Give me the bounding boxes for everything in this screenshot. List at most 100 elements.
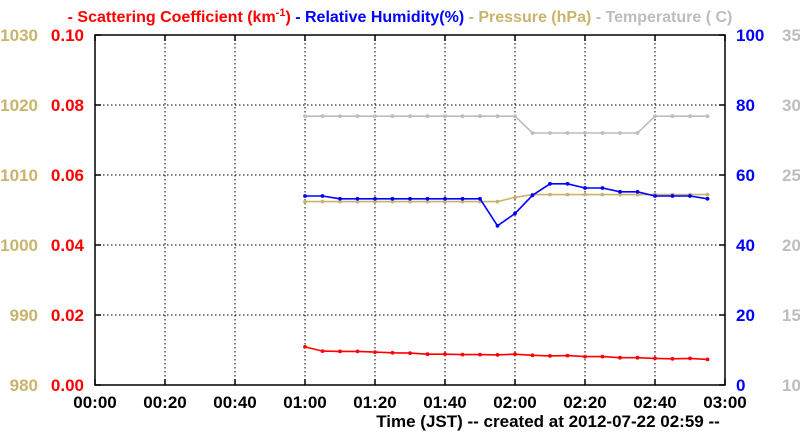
pressure-point: [443, 199, 447, 204]
pressure-point: [565, 192, 570, 197]
x-tick-label: 02:00: [493, 393, 536, 412]
pressure-point: [303, 199, 307, 204]
scattering-point: [688, 356, 692, 361]
scattering-axis-tick-label: 0.08: [51, 96, 84, 115]
series-scattering: [303, 345, 710, 362]
scattering-point: [303, 345, 307, 349]
humidity-axis-tick-label: 40: [736, 236, 755, 255]
scattering-point: [705, 357, 710, 362]
humidity-point: [303, 194, 307, 198]
scattering-point: [338, 349, 342, 354]
pressure-point: [548, 192, 552, 197]
pressure-point: [373, 199, 377, 204]
humidity-axis-tick-label: 100: [736, 26, 764, 45]
temperature-point: [373, 114, 377, 119]
humidity-point: [565, 181, 570, 186]
scattering-point: [670, 356, 675, 361]
scattering-point: [653, 356, 657, 361]
plot-frame: [94, 34, 726, 386]
humidity-point: [530, 193, 535, 198]
humidity-point: [320, 194, 325, 198]
temperature-axis-tick-label: 10: [782, 376, 800, 395]
x-tick-label: 00:00: [73, 393, 116, 412]
pressure-point: [408, 199, 412, 204]
scattering-point: [443, 352, 447, 357]
temperature-point: [303, 114, 307, 119]
pressure-point: [705, 192, 710, 197]
humidity-axis-tick-label: 80: [736, 96, 755, 115]
humidity-point: [688, 194, 692, 198]
humidity-point: [635, 189, 640, 194]
pressure-axis-tick-label: 1010: [0, 166, 38, 185]
temperature-point: [618, 131, 622, 135]
temperature-point: [565, 131, 570, 135]
x-tick-label: 00:20: [143, 393, 186, 412]
x-tick-label: 01:00: [283, 393, 326, 412]
humidity-point: [618, 189, 622, 194]
x-tick-label: 02:40: [633, 393, 676, 412]
pressure-point: [390, 199, 395, 204]
temperature-point: [460, 114, 465, 119]
humidity-line: [305, 183, 708, 227]
temperature-axis-tick-label: 25: [782, 166, 800, 185]
temperature-point: [635, 131, 640, 135]
temperature-point: [408, 114, 412, 119]
temperature-point: [705, 114, 710, 119]
series-layer: [303, 114, 710, 362]
humidity-point: [390, 196, 395, 201]
scattering-point: [320, 349, 325, 353]
scattering-axis-tick-label: 0.00: [51, 376, 84, 395]
scattering-point: [355, 349, 360, 354]
legend-superscript: -1: [276, 7, 286, 19]
legend-item-pressure: - Pressure (hPa): [464, 9, 591, 26]
scattering-point: [478, 352, 482, 357]
temperature-axis-tick-label: 15: [782, 306, 800, 325]
series-humidity: [303, 181, 710, 228]
axis-ticks: 00:00 00:20 00:40 01:00 01:20 01:40 02:00 02:20…: [0, 26, 800, 412]
humidity-axis-tick-label: 20: [736, 306, 755, 325]
temperature-point: [530, 131, 535, 135]
scattering-point: [460, 352, 465, 357]
humidity-point: [443, 196, 447, 201]
pressure-point: [513, 195, 517, 200]
pressure-axis-tick-label: 1000: [0, 236, 38, 255]
humidity-point: [460, 196, 465, 201]
scattering-point: [530, 353, 535, 358]
humidity-point: [583, 186, 587, 190]
scattering-point: [425, 352, 430, 357]
humidity-point: [513, 211, 517, 216]
scattering-point: [618, 355, 622, 360]
pressure-point: [618, 192, 622, 197]
pressure-point: [635, 192, 640, 197]
temperature-point: [653, 114, 657, 119]
humidity-point: [425, 196, 430, 201]
temperature-point: [548, 131, 552, 135]
scattering-axis-tick-label: 0.06: [51, 166, 84, 185]
temperature-point: [355, 114, 360, 119]
pressure-line: [305, 193, 708, 203]
temperature-point: [478, 114, 482, 119]
pressure-point: [338, 199, 342, 204]
temperature-point: [495, 114, 500, 119]
humidity-point: [548, 181, 552, 186]
legend-item-humidity: - Relative Humidity(%): [291, 9, 464, 26]
scattering-point: [495, 353, 500, 357]
humidity-point: [408, 196, 412, 201]
scattering-point: [565, 353, 570, 358]
scattering-point: [390, 350, 395, 355]
humidity-axis-tick-label: 0: [736, 376, 745, 395]
temperature-point: [513, 114, 517, 119]
humidity-point: [338, 196, 342, 201]
legend: - Scattering Coefficient (km-1) - Relati…: [68, 7, 733, 26]
pressure-point: [583, 192, 587, 197]
scattering-axis-tick-label: 0.04: [51, 236, 85, 255]
pressure-point: [320, 199, 325, 204]
legend-suffix: ): [285, 9, 290, 26]
humidity-point: [495, 223, 500, 228]
pressure-point: [425, 199, 430, 204]
scattering-point: [408, 351, 412, 355]
scattering-point: [635, 355, 640, 360]
scattering-point: [548, 354, 552, 358]
humidity-point: [653, 194, 657, 198]
